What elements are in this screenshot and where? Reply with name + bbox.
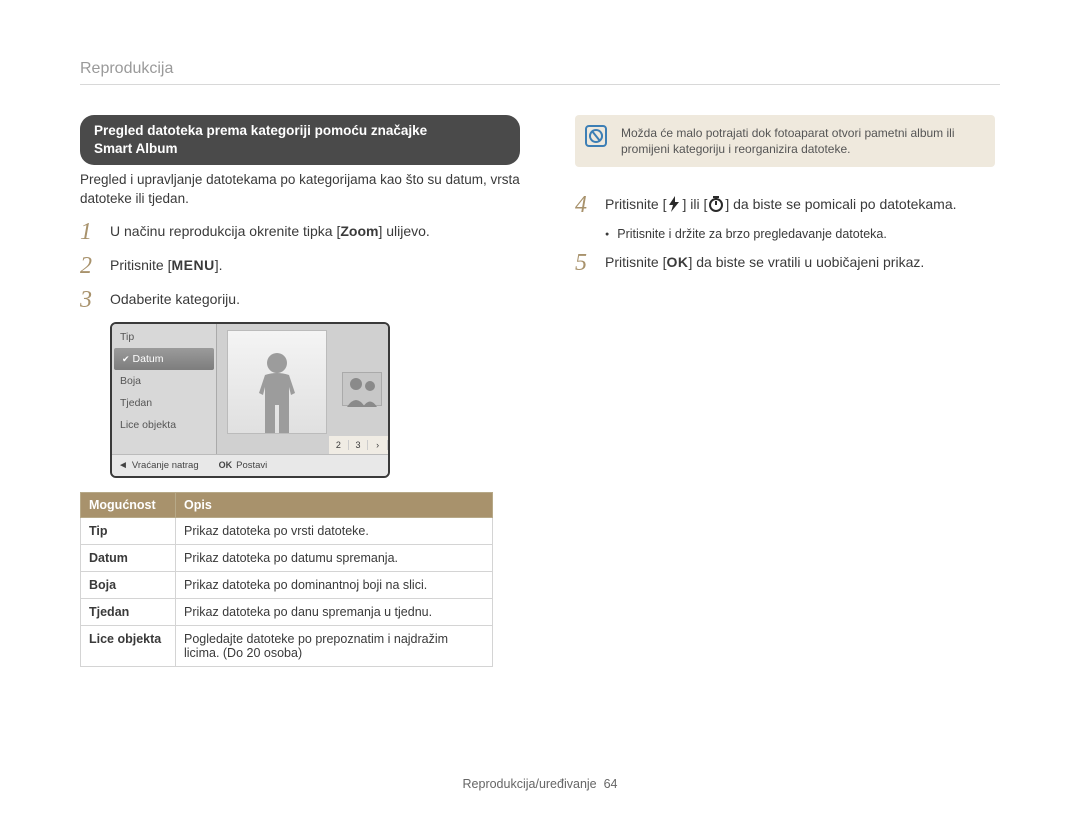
camera-footer: ◄ Vraćanje natrag OK Postavi xyxy=(112,454,388,476)
step-1: 1 U načinu reprodukcija okrenite tipka [… xyxy=(80,220,520,244)
page-footer: Reprodukcija/uređivanje 64 xyxy=(0,777,1080,791)
section-heading: Pregled datoteka prema kategoriji pomoću… xyxy=(80,115,520,165)
footer-back-label: Vraćanje natrag xyxy=(132,460,199,471)
step-2: 2 Pritisnite [MENU]. xyxy=(80,254,520,278)
table-row: TipPrikaz datoteka po vrsti datoteke. xyxy=(81,517,493,544)
step-number: 4 xyxy=(575,193,605,217)
content-columns: Pregled datoteka prema kategoriji pomoću… xyxy=(80,115,1000,667)
table-head-row: Mogućnost Opis xyxy=(81,492,493,517)
step-text: Pritisnite [MENU]. xyxy=(110,254,222,276)
step-3: 3 Odaberite kategoriju. xyxy=(80,288,520,312)
left-column: Pregled datoteka prema kategoriji pomoću… xyxy=(80,115,520,667)
ok-icon: OK xyxy=(219,460,233,470)
ok-icon: OK xyxy=(666,254,688,270)
options-table: Mogućnost Opis TipPrikaz datoteka po vrs… xyxy=(80,492,493,667)
timer-icon xyxy=(708,196,724,212)
page-title: Reprodukcija xyxy=(80,60,173,77)
note-text: Možda će malo potrajati dok fotoaparat o… xyxy=(621,126,955,156)
camera-menu-item: Lice objekta xyxy=(112,414,216,436)
table-row: TjedanPrikaz datoteka po danu spremanja … xyxy=(81,598,493,625)
step-number: 1 xyxy=(80,220,110,244)
step-text: Pritisnite [OK] da biste se vratili u uo… xyxy=(605,251,924,273)
thumbnail-large xyxy=(227,330,327,434)
camera-body: Tip Datum Boja Tjedan Lice objekta xyxy=(112,324,388,454)
table-header: Mogućnost xyxy=(81,492,176,517)
thumbnail-small xyxy=(342,372,382,406)
people-icon xyxy=(343,373,383,407)
note-box: Možda će malo potrajati dok fotoaparat o… xyxy=(575,115,995,167)
step-text: Odaberite kategoriju. xyxy=(110,288,240,310)
camera-menu-item-selected: Datum xyxy=(114,348,214,370)
table-row: DatumPrikaz datoteka po datumu spremanja… xyxy=(81,544,493,571)
step-5: 5 Pritisnite [OK] da biste se vratili u … xyxy=(575,251,995,275)
right-column: Možda će malo potrajati dok fotoaparat o… xyxy=(575,115,995,667)
step-text: Pritisnite [] ili [] da biste se pomical… xyxy=(605,193,957,215)
table-row: BojaPrikaz datoteka po dominantnoj boji … xyxy=(81,571,493,598)
step-number: 3 xyxy=(80,288,110,312)
flash-icon xyxy=(667,196,681,212)
step-4: 4 Pritisnite [] ili [] da biste se pomic… xyxy=(575,193,995,217)
step-number: 5 xyxy=(575,251,605,275)
table-header: Opis xyxy=(176,492,493,517)
step-text: U načinu reprodukcija okrenite tipka [Zo… xyxy=(110,220,430,242)
camera-menu-item: Boja xyxy=(112,370,216,392)
menu-icon: MENU xyxy=(171,257,214,273)
footer-set-label: Postavi xyxy=(236,460,267,471)
step-4-sub: Pritisnite i držite za brzo pregledavanj… xyxy=(605,227,995,241)
camera-menu-item: Tjedan xyxy=(112,392,216,414)
page-header: Reprodukcija xyxy=(80,60,1000,85)
table-row: Lice objektaPogledajte datoteke po prepo… xyxy=(81,625,493,666)
camera-preview: 2 3 › xyxy=(217,324,388,454)
camera-menu-item: Tip xyxy=(112,326,216,348)
camera-menu: Tip Datum Boja Tjedan Lice objekta xyxy=(112,324,217,454)
step-number: 2 xyxy=(80,254,110,278)
back-arrow-icon: ◄ xyxy=(118,460,128,471)
person-silhouette-icon xyxy=(247,343,307,433)
section-intro: Pregled i upravljanje datotekama po kate… xyxy=(80,171,520,207)
camera-screen-mock: Tip Datum Boja Tjedan Lice objekta xyxy=(110,322,390,478)
camera-pager: 2 3 › xyxy=(329,436,388,454)
info-icon xyxy=(585,125,607,147)
